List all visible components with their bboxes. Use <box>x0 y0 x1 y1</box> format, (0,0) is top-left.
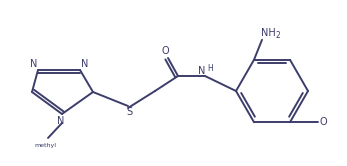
Text: O: O <box>319 117 327 127</box>
Text: N: N <box>30 59 38 69</box>
Text: 2: 2 <box>276 31 280 40</box>
Text: H: H <box>207 64 213 73</box>
Text: NH: NH <box>261 28 276 38</box>
Text: N: N <box>57 116 65 126</box>
Text: S: S <box>126 107 132 117</box>
Text: N: N <box>198 66 206 76</box>
Text: methyl: methyl <box>34 142 56 148</box>
Text: O: O <box>161 46 169 56</box>
Text: N: N <box>81 59 89 69</box>
